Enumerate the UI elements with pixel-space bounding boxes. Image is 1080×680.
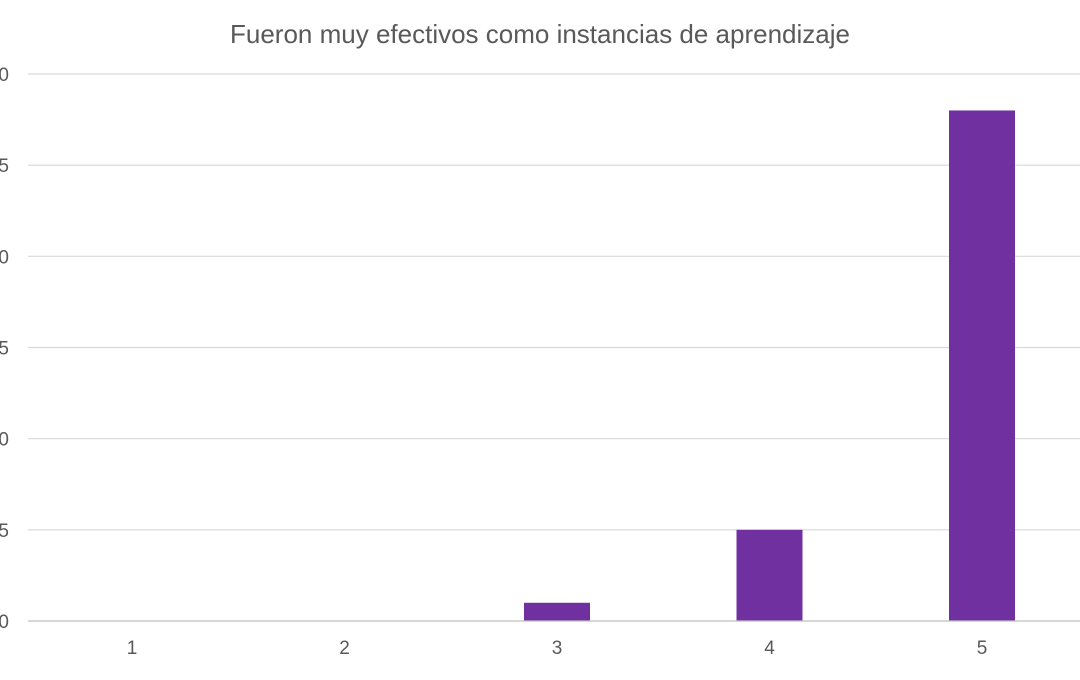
bar-5 (949, 110, 1015, 621)
y-axis-tick-labels: 0 5 10 15 20 25 30 (0, 65, 9, 633)
y-tick-label: 0 (0, 612, 9, 633)
y-tick-label: 15 (0, 339, 9, 360)
bar-4 (736, 529, 803, 621)
x-tick-label: 3 (552, 638, 563, 659)
y-tick-label: 10 (0, 430, 9, 451)
x-tick-label: 5 (977, 638, 988, 659)
y-tick-label: 25 (0, 156, 9, 177)
y-tick-label: 5 (0, 521, 9, 542)
gridlines (28, 73, 1080, 531)
y-tick-label: 20 (0, 247, 9, 268)
x-tick-label: 1 (127, 638, 138, 659)
x-tick-label: 2 (339, 638, 350, 659)
x-axis-tick-labels: 1 2 3 4 5 (127, 638, 988, 659)
bar-3 (524, 602, 590, 621)
y-tick-label: 30 (0, 65, 9, 86)
x-tick-label: 4 (764, 638, 775, 659)
chart-title: Fueron muy efectivos como instancias de … (230, 19, 850, 49)
bars (524, 110, 1015, 621)
